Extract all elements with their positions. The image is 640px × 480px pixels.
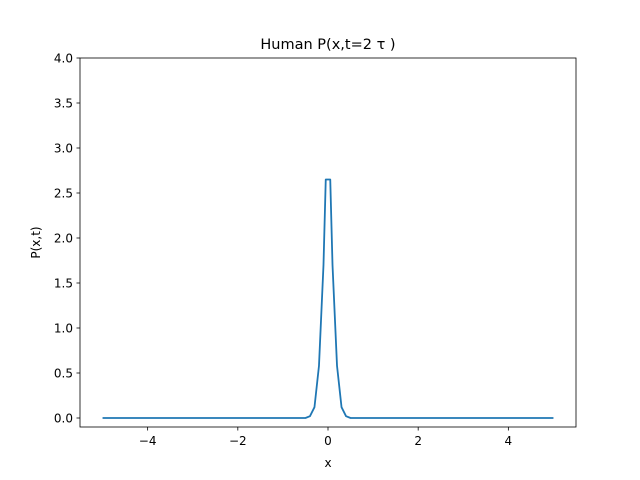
y-tick-label: 4.0	[54, 51, 73, 65]
y-tick-label: 3.5	[54, 96, 73, 110]
series-line	[102, 178, 554, 419]
x-tick-label: 0	[324, 434, 332, 448]
y-tick-label: 0.0	[54, 411, 73, 425]
x-axis-ticks: −4 −2 0 2 4	[139, 427, 512, 448]
x-tick-label: −2	[229, 434, 247, 448]
y-tick-label: 0.5	[54, 366, 73, 380]
y-tick-label: 2.0	[54, 231, 73, 245]
y-tick-label: 1.0	[54, 321, 73, 335]
y-tick-label: 3.0	[54, 141, 73, 155]
x-axis-label: x	[324, 456, 331, 470]
y-axis-ticks: 0.0 0.5 1.0 1.5 2.0 2.5 3.0 3.5 4.0	[54, 51, 80, 425]
x-tick-label: 2	[414, 434, 422, 448]
plot-area	[80, 58, 576, 427]
y-tick-label: 1.5	[54, 276, 73, 290]
series-layer	[102, 178, 554, 419]
y-tick-label: 2.5	[54, 186, 73, 200]
y-axis-label: P(x,t)	[29, 226, 43, 258]
chart-title: Human P(x,t=2 τ )	[260, 37, 395, 53]
x-tick-label: 4	[505, 434, 513, 448]
x-tick-label: −4	[139, 434, 157, 448]
